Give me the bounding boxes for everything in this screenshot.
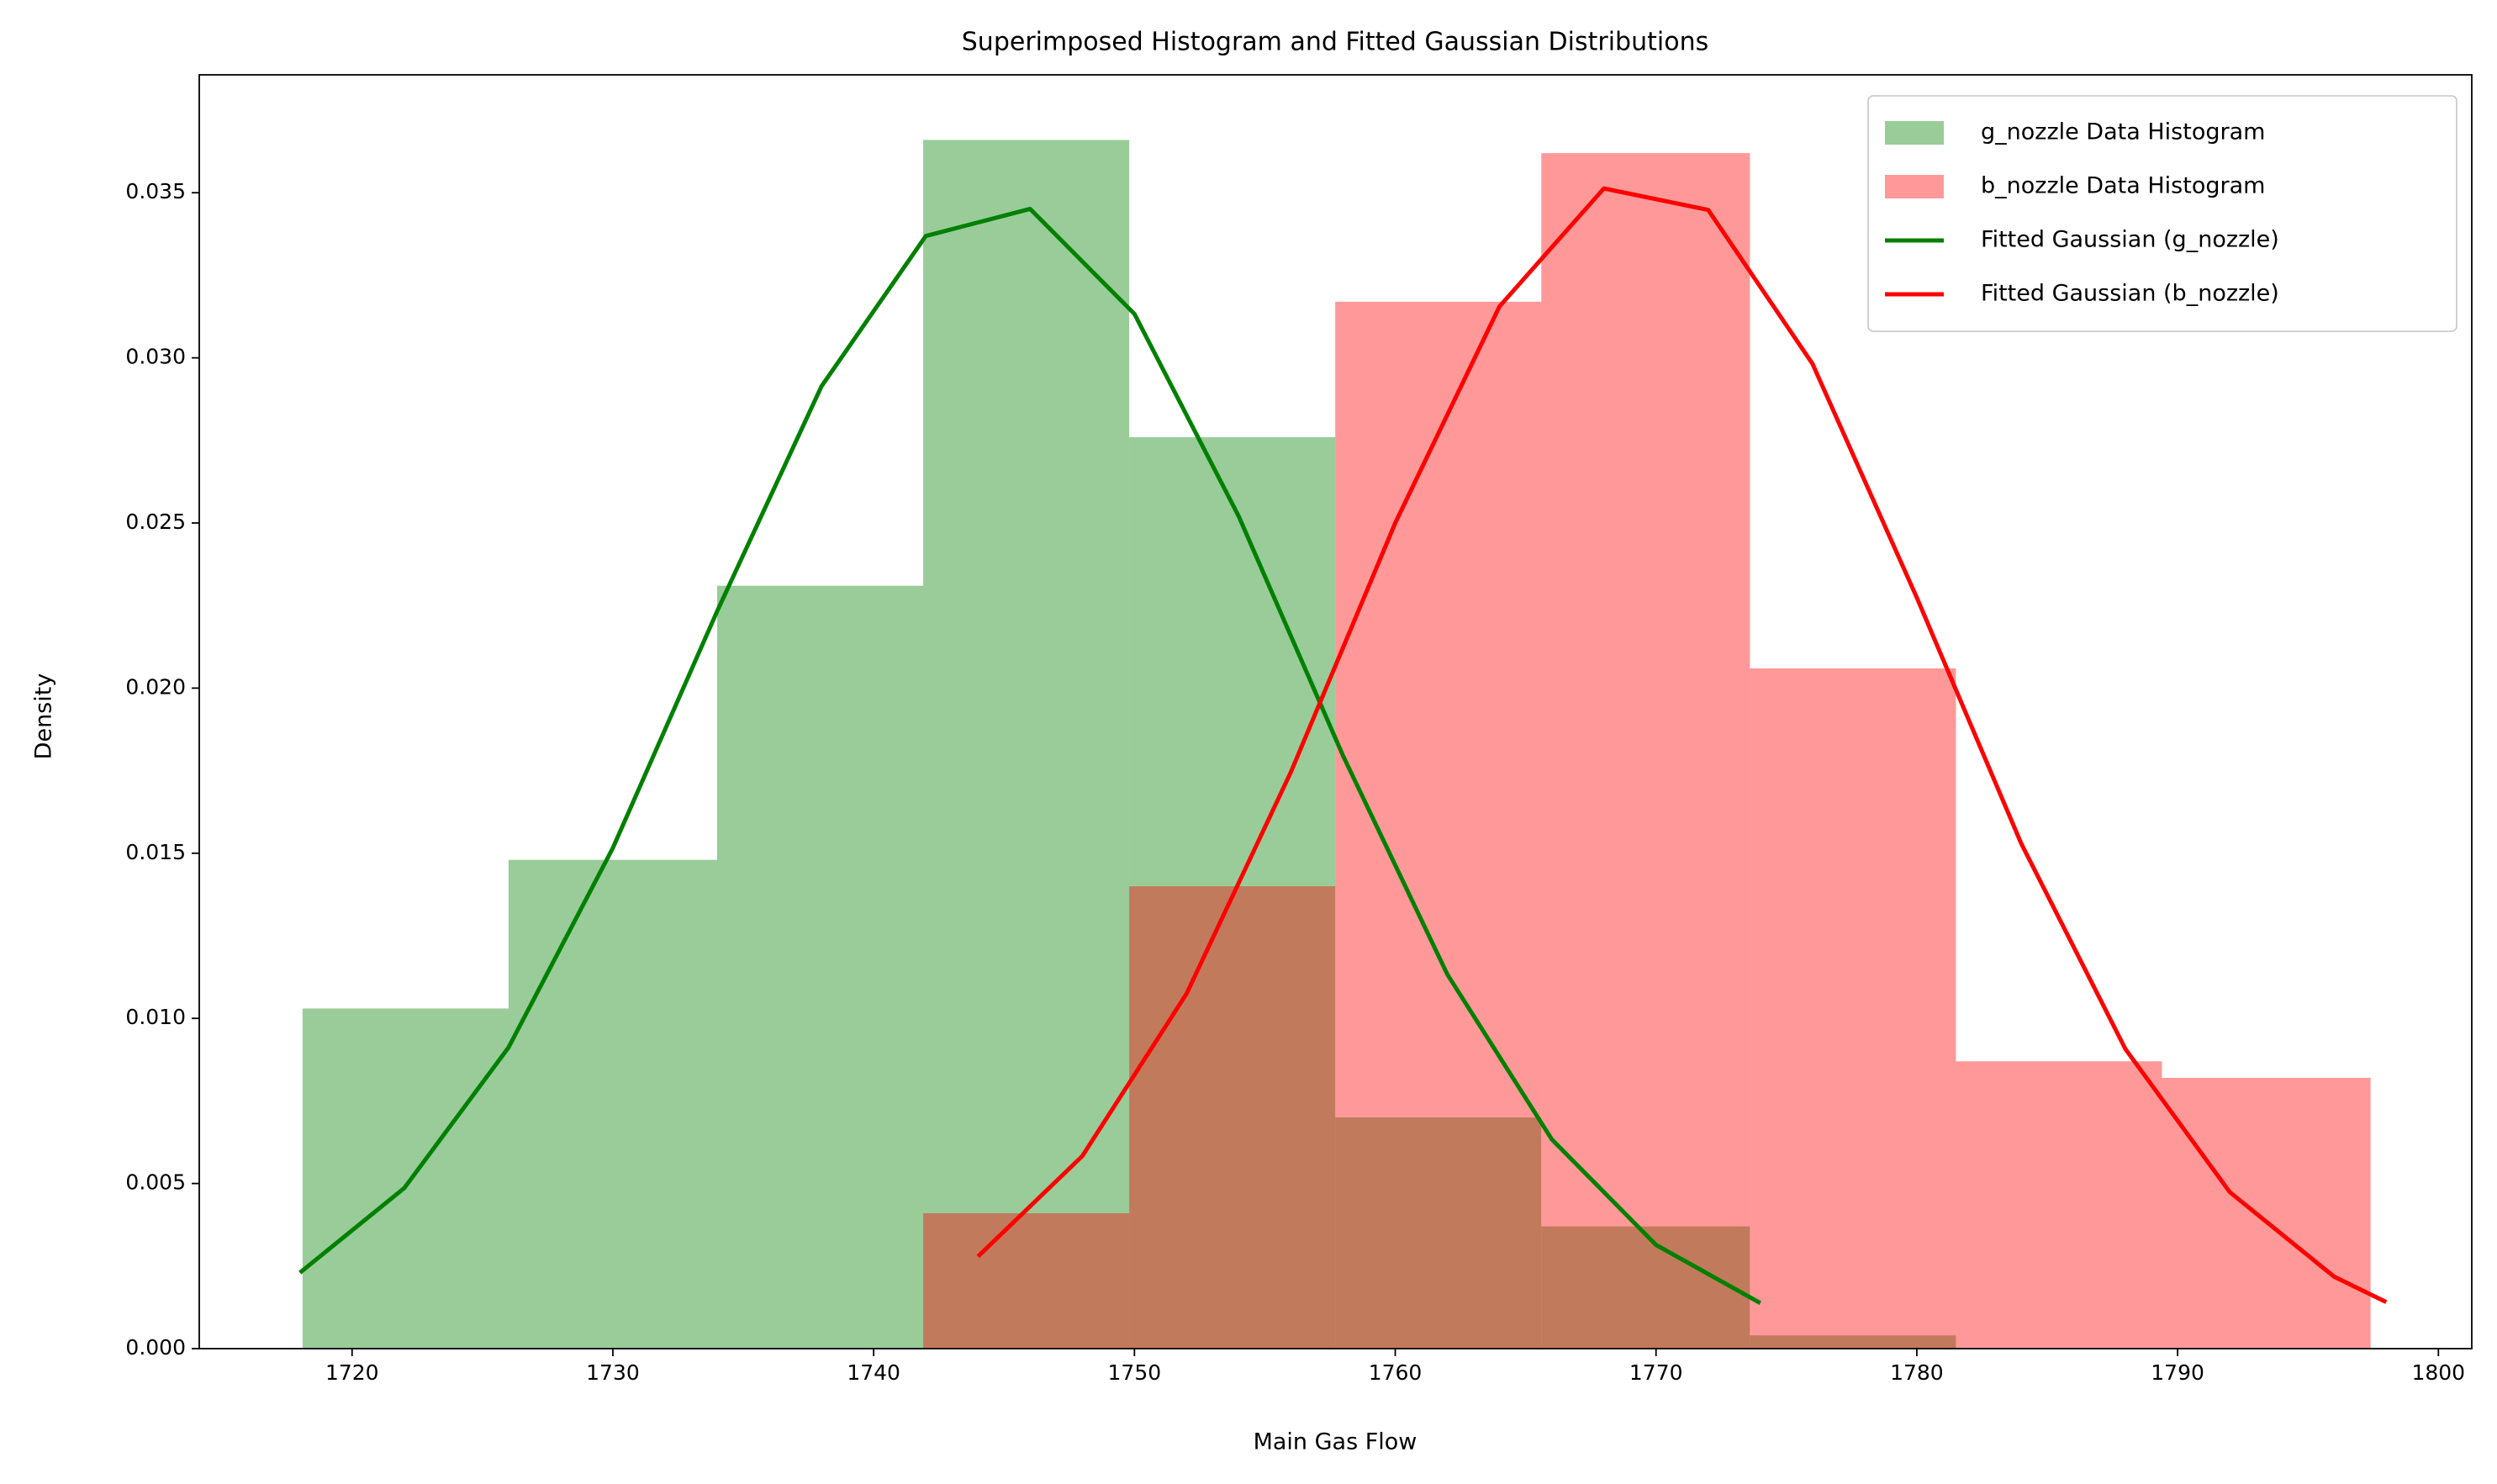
x-tick-label: 1720 [325,1360,379,1385]
x-tick-label: 1750 [1108,1360,1162,1385]
histogram-bar [1541,1226,1750,1349]
histogram-bar [923,140,1130,1349]
legend-box [1867,95,2457,332]
y-tick-label: 0.020 [125,674,186,699]
histogram-bar [1335,1117,1542,1349]
fit-line [298,206,1762,1305]
legend-label: b_nozzle Data Histogram [1981,173,2265,199]
y-tick-label: 0.005 [125,1170,186,1195]
legend-swatch [1885,175,1944,198]
chart-title: Superimposed Histogram and Fitted Gaussi… [962,28,1708,57]
histogram-bar [1541,153,1750,1349]
x-tick-label: 1730 [586,1360,640,1385]
histogram-bar [1956,1061,2162,1349]
y-tick-label: 0.030 [125,345,186,369]
y-tick-label: 0.025 [125,510,186,534]
y-tick-label: 0.010 [125,1005,186,1029]
histogram-bar [1335,301,1542,1349]
legend-swatch [1885,121,1944,145]
histogram-bar [2162,1077,2371,1349]
x-axis-label: Main Gas Flow [1254,1429,1417,1455]
histogram-bar [302,1008,509,1349]
legend-label: Fitted Gaussian (b_nozzle) [1981,281,2279,307]
y-tick-label: 0.015 [125,840,186,864]
fit-line [976,186,2388,1304]
y-tick-label: 0.000 [125,1335,186,1360]
legend-label: Fitted Gaussian (g_nozzle) [1981,227,2279,253]
histogram-bar [1750,668,1956,1349]
y-tick-label: 0.035 [125,179,186,203]
histogram-bar [923,1212,1130,1349]
legend-label: g_nozzle Data Histogram [1981,119,2265,145]
x-tick-label: 1740 [847,1360,900,1385]
x-tick-label: 1760 [1369,1360,1423,1385]
y-axis-label: Density [31,673,57,760]
x-tick-label: 1770 [1629,1360,1683,1385]
x-tick-label: 1780 [1890,1360,1944,1385]
histogram-bar [508,859,718,1349]
histogram-bar [1129,886,1336,1349]
x-tick-label: 1790 [2151,1360,2204,1385]
histogram-bar [717,585,924,1349]
plot-frame [198,74,2473,1349]
x-tick-label: 1800 [2411,1360,2465,1385]
histogram-bar [1750,1335,1956,1349]
